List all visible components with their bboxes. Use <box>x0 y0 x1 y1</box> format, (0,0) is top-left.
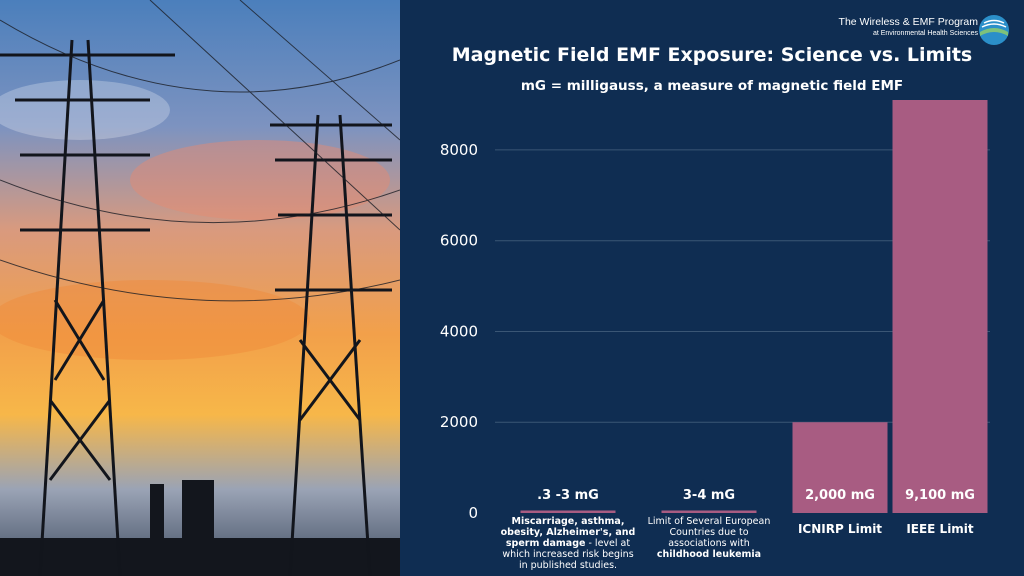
bar <box>661 510 757 513</box>
category-label-part: Miscarriage, asthma, obesity, Alzheimer'… <box>500 516 636 549</box>
category-label-part: childhood leukemia <box>656 549 762 560</box>
y-tick-label: 4000 <box>440 322 478 340</box>
brand: The Wireless & EMF Program at Environmen… <box>839 16 978 37</box>
power-lines-photo <box>0 0 400 576</box>
y-tick-label: 6000 <box>440 232 478 250</box>
category-label: ICNIRP Limit <box>797 522 883 536</box>
chart-subtitle: mG = milligauss, a measure of magnetic f… <box>520 78 904 94</box>
bar <box>520 510 616 513</box>
bar <box>892 100 988 513</box>
bar <box>792 422 888 513</box>
category-label: IEEE Limit <box>906 522 974 536</box>
category-label-part: Limit of Several European Countries due … <box>647 516 771 549</box>
y-tick-label: 2000 <box>440 413 478 431</box>
org-subtitle: at Environmental Health Sciences <box>872 30 978 37</box>
data-label: 3-4 mG <box>683 488 735 503</box>
data-label: 9,100 mG <box>905 488 975 503</box>
category-label: Miscarriage, asthma, obesity, Alzheimer'… <box>498 516 638 571</box>
y-tick-label: 8000 <box>440 141 478 159</box>
y-tick-label: 0 <box>468 504 478 522</box>
bar-chart: 0 2000 4000 6000 8000 .3 -3 mG 3-4 mG 2,000 mG 9… <box>440 100 990 522</box>
org-name: The Wireless & EMF Program <box>838 16 978 28</box>
data-label: 2,000 mG <box>805 488 875 503</box>
chart-title: Magnetic Field EMF Exposure: Science vs.… <box>451 44 973 66</box>
globe-icon <box>979 15 1009 45</box>
category-label: Limit of Several European Countries due … <box>644 516 774 560</box>
data-label: .3 -3 mG <box>537 488 599 503</box>
category-label-part: - level at which increased risk begins i… <box>502 538 634 571</box>
